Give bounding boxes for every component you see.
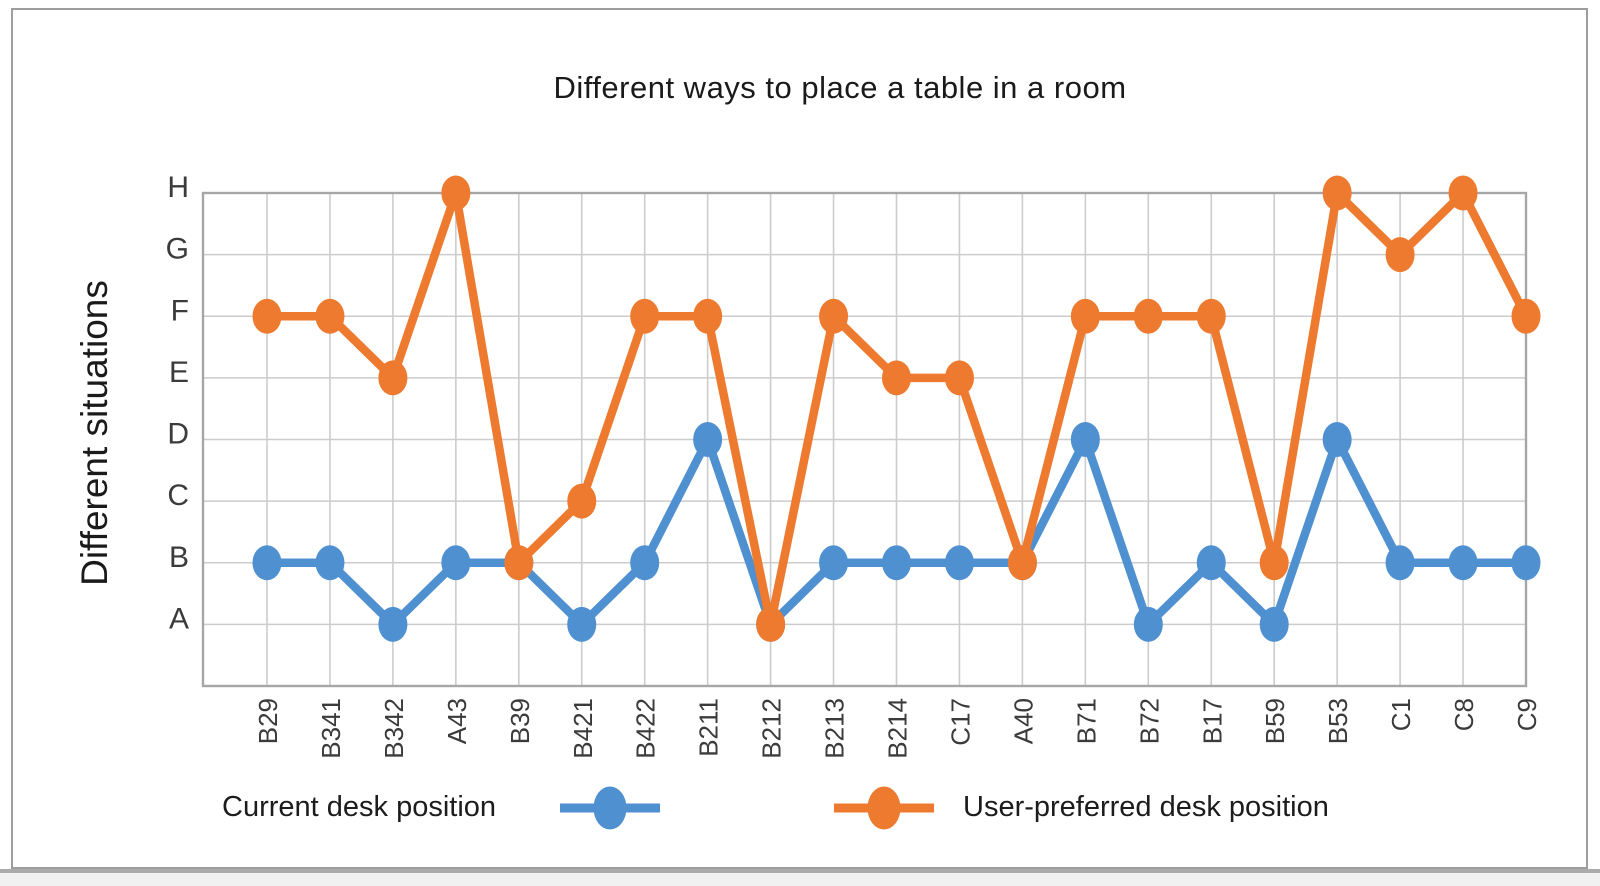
- data-point-preferred: [819, 298, 849, 334]
- data-point-current: [630, 545, 660, 581]
- data-point-preferred: [567, 483, 597, 519]
- data-point-current: [378, 606, 408, 642]
- x-axis-tick-label: B421: [568, 698, 598, 759]
- data-point-preferred: [1322, 175, 1352, 211]
- data-point-preferred: [1259, 545, 1289, 581]
- x-axis-tick-label: B342: [379, 698, 409, 759]
- x-axis-tick-label: B72: [1134, 698, 1164, 744]
- x-axis-tick-label: B17: [1197, 698, 1227, 744]
- data-point-preferred: [1196, 298, 1226, 334]
- data-point-current: [819, 545, 849, 581]
- data-point-preferred: [693, 298, 723, 334]
- x-axis-tick-label: B71: [1071, 698, 1101, 744]
- x-axis-tick-label: B212: [757, 698, 787, 759]
- data-point-preferred: [252, 298, 282, 334]
- data-point-current: [693, 422, 723, 457]
- data-point-preferred: [315, 298, 345, 334]
- legend-marker-current: [560, 786, 660, 830]
- y-axis-tick-label: G: [166, 233, 189, 266]
- x-axis-tick-label: B213: [820, 698, 850, 759]
- x-axis-tick-label: B341: [316, 698, 346, 759]
- data-point-preferred: [1070, 298, 1100, 334]
- figure-bottom-edge: [0, 869, 1600, 873]
- y-axis-tick-label: D: [167, 418, 189, 451]
- data-point-current: [567, 606, 597, 642]
- data-point-preferred: [1511, 298, 1541, 334]
- data-point-current: [1070, 422, 1100, 457]
- x-axis-tick-label: B39: [505, 698, 535, 744]
- data-point-current: [1511, 545, 1541, 581]
- y-axis-tick-label: C: [167, 479, 189, 512]
- chart-title: Different ways to place a table in a roo…: [553, 70, 1127, 105]
- data-point-current: [1196, 545, 1226, 581]
- data-point-current: [252, 545, 282, 581]
- data-point-current: [944, 545, 974, 581]
- data-point-preferred: [504, 545, 534, 581]
- data-point-current: [1259, 606, 1289, 642]
- y-axis-tick-label: A: [169, 602, 189, 635]
- data-point-current: [441, 545, 471, 581]
- x-axis-tick-label: B422: [631, 698, 661, 759]
- data-point-preferred: [630, 298, 660, 334]
- data-point-preferred: [756, 606, 786, 642]
- y-axis-tick-label: F: [171, 294, 189, 327]
- plot-border: [201, 191, 1528, 688]
- legend-label-preferred: User-preferred desk position: [963, 791, 1329, 823]
- data-point-preferred: [1448, 175, 1478, 211]
- x-axis-tick-label: B211: [694, 698, 724, 757]
- data-point-current: [1133, 606, 1163, 642]
- legend-marker-preferred: [834, 786, 934, 830]
- x-axis-tick-label: A40: [1008, 698, 1038, 744]
- x-axis-tick-label: C17: [945, 698, 975, 746]
- x-axis-tick-label: B29: [253, 698, 283, 744]
- legend-dot-current: [593, 786, 627, 830]
- data-point-preferred: [441, 175, 471, 211]
- data-point-preferred: [1385, 237, 1415, 273]
- data-point-preferred: [1133, 298, 1163, 334]
- data-point-preferred: [882, 360, 911, 396]
- data-point-current: [1385, 545, 1415, 581]
- x-axis-tick-label: B59: [1260, 698, 1290, 744]
- y-axis-tick-label: E: [169, 356, 189, 389]
- x-axis-tick-label: C8: [1449, 698, 1479, 731]
- data-point-current: [1322, 422, 1352, 457]
- x-axis-tick-label: C1: [1386, 698, 1416, 731]
- x-axis-tick-label: A43: [442, 698, 472, 744]
- data-point-current: [882, 545, 911, 581]
- legend-label-current: Current desk position: [222, 791, 497, 823]
- data-point-preferred: [378, 360, 408, 396]
- data-point-current: [315, 545, 345, 581]
- data-point-preferred: [1007, 545, 1037, 581]
- x-axis-tick-label: C9: [1512, 698, 1542, 731]
- figure-bottom-strip: [0, 873, 1600, 886]
- data-point-current: [1448, 545, 1478, 581]
- y-axis-tick-label: H: [167, 171, 189, 204]
- y-axis-tick-label: B: [169, 541, 189, 574]
- legend-dot-preferred: [867, 786, 901, 830]
- x-axis-tick-label: B214: [883, 698, 913, 759]
- x-axis-tick-label: B53: [1323, 698, 1353, 744]
- data-point-preferred: [944, 360, 974, 396]
- chart-frame-border: [11, 8, 1588, 869]
